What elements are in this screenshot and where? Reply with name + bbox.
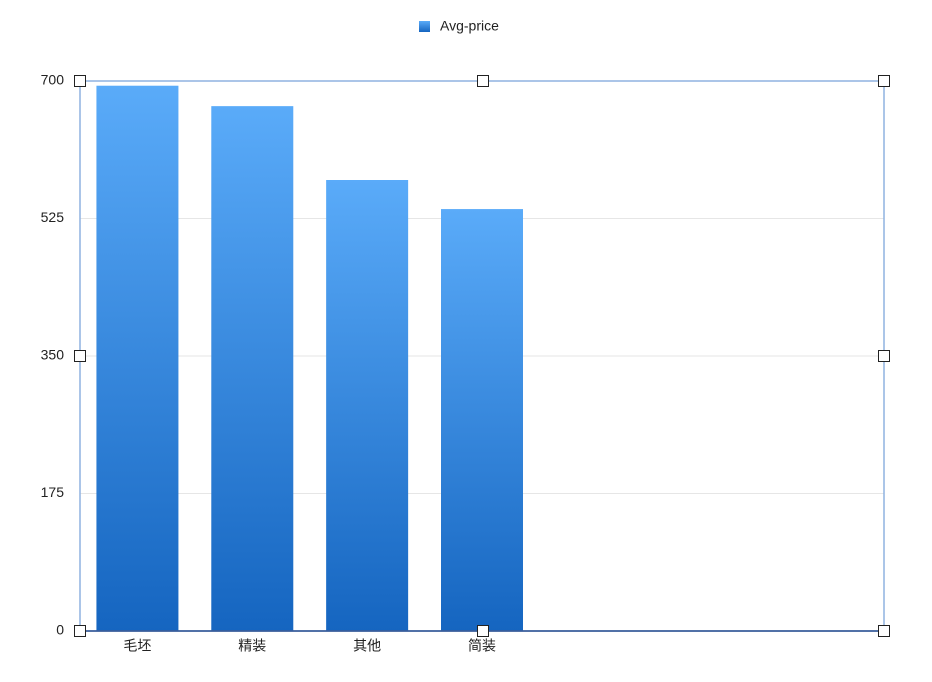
bar bbox=[441, 209, 523, 632]
resize-handle bbox=[878, 625, 890, 637]
y-tick-label: 0 bbox=[56, 622, 64, 638]
y-tick-label: 525 bbox=[41, 209, 65, 225]
resize-handle bbox=[74, 350, 86, 362]
resize-handle bbox=[477, 75, 489, 87]
x-tick-label: 毛坯 bbox=[123, 638, 151, 654]
resize-handle bbox=[878, 75, 890, 87]
x-tick-label: 简装 bbox=[468, 638, 496, 654]
bar bbox=[211, 106, 294, 631]
resize-handle bbox=[477, 625, 489, 637]
bar bbox=[326, 180, 409, 631]
x-tick-label: 精装 bbox=[238, 638, 266, 654]
y-tick-label: 350 bbox=[41, 347, 65, 363]
resize-handle bbox=[878, 350, 890, 362]
resize-handle bbox=[74, 625, 86, 637]
legend-label: Avg-price bbox=[440, 18, 499, 34]
resize-handle bbox=[74, 75, 86, 87]
y-tick-label: 700 bbox=[41, 72, 65, 88]
legend: Avg-price bbox=[419, 18, 499, 34]
x-tick-label: 其他 bbox=[353, 638, 381, 654]
bar bbox=[96, 85, 179, 631]
y-tick-label: 175 bbox=[41, 484, 65, 500]
legend-swatch bbox=[419, 21, 430, 32]
